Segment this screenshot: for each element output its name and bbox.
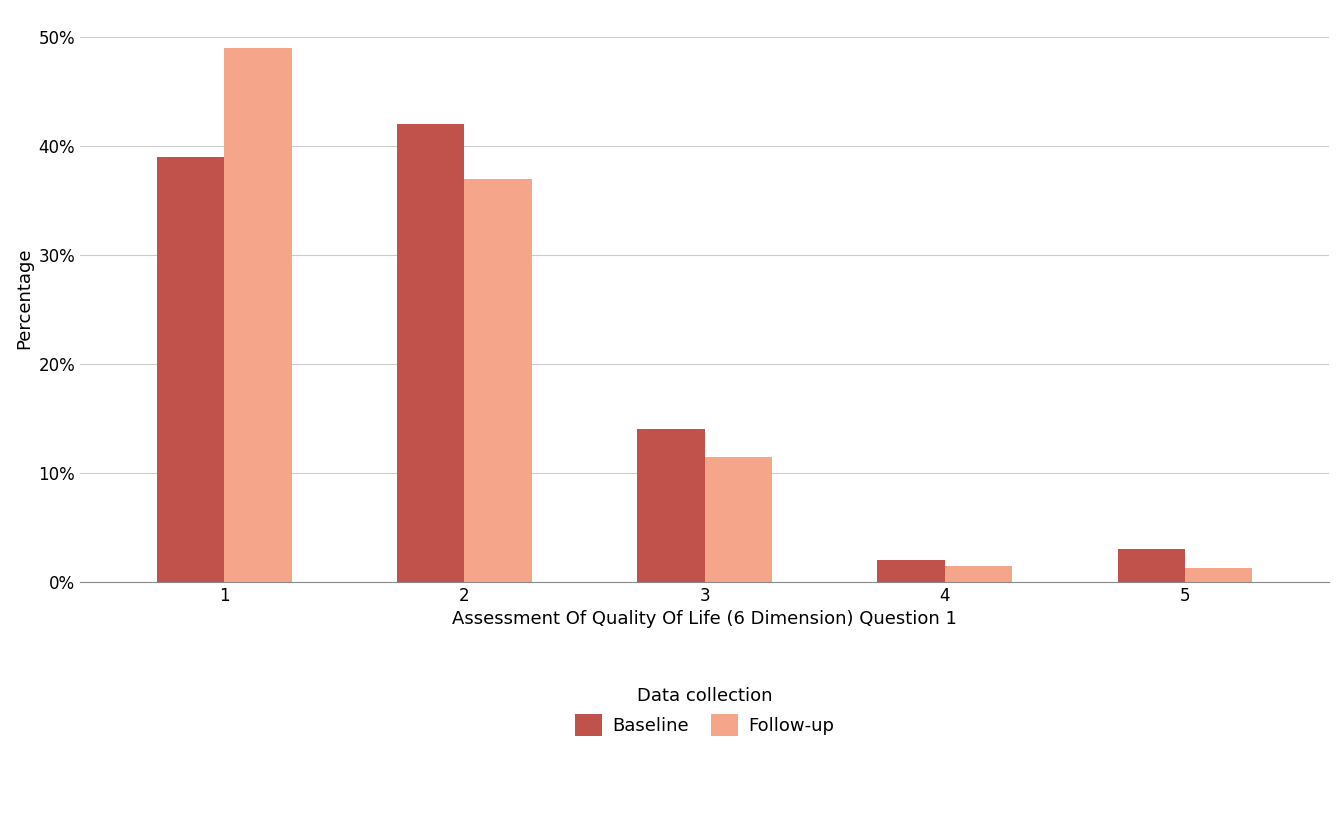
Bar	[945, 565, 1012, 582]
X-axis label: Assessment Of Quality Of Life (6 Dimension) Question 1: Assessment Of Quality Of Life (6 Dimensi…	[452, 610, 957, 628]
Bar	[398, 124, 465, 582]
Legend: Baseline, Follow-up: Baseline, Follow-up	[574, 687, 835, 736]
Bar	[157, 157, 224, 582]
Bar	[637, 429, 704, 582]
Y-axis label: Percentage: Percentage	[15, 247, 34, 349]
Bar	[878, 560, 945, 582]
Bar	[1118, 549, 1185, 582]
Bar	[224, 47, 292, 582]
Bar	[704, 457, 771, 582]
Bar	[1185, 568, 1253, 582]
Bar	[465, 178, 532, 582]
